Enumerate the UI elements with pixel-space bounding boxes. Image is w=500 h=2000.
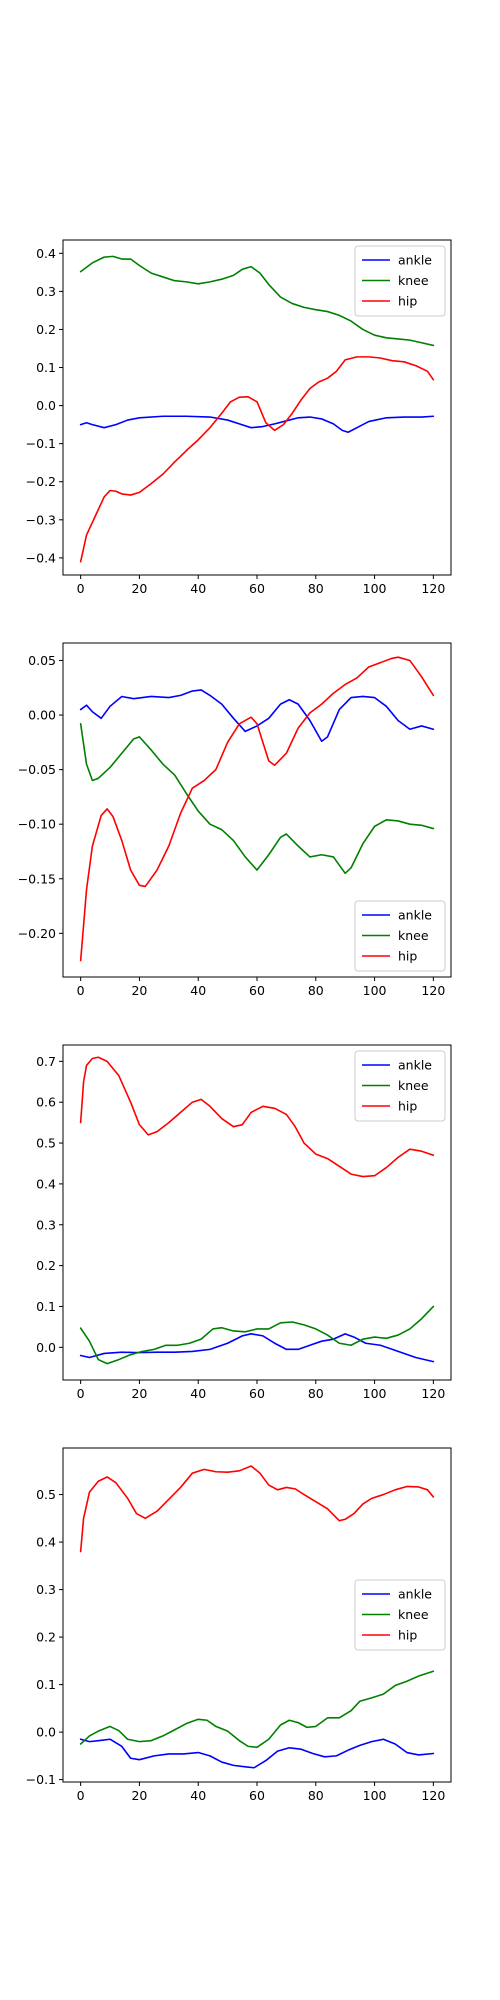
x-tick-label: 80 [308,983,324,998]
y-tick-label: 0.6 [36,1095,56,1110]
y-tick-label: 0.1 [36,1299,56,1314]
y-tick-label: −0.05 [18,762,56,777]
y-tick-label: 0.5 [36,1136,56,1151]
x-tick-label: 120 [421,1788,445,1803]
legend-label-ankle: ankle [398,1587,432,1602]
legend: ankle knee hip [354,1579,446,1651]
y-tick-label: 0.2 [36,322,56,337]
x-tick-label: 40 [190,1788,206,1803]
legend-label-ankle: ankle [398,908,432,923]
y-tick-label: 0.2 [36,1258,56,1273]
legend-box [354,1050,446,1122]
y-tick-label: 0.4 [36,246,56,261]
x-tick-label: 20 [131,1788,147,1803]
series-line-knee [79,1305,435,1365]
x-tick-label: 40 [190,1386,206,1401]
axes-frame [62,1447,452,1783]
subplot-1: 0 20 40 60 80 100 120 0.4 0.3 0.2 0.1 0.0 −0.1 −0.2 −0… [26,239,452,596]
x-tick-label: 20 [131,983,147,998]
y-tick-label: 0.4 [36,1176,56,1191]
y-tick-label: 0.7 [36,1054,56,1069]
x-tick-label: 60 [249,1788,265,1803]
legend: ankle knee hip [354,245,446,317]
series-line-hip [79,1056,435,1178]
series-line-ankle [79,1333,435,1363]
x-tick-label: 60 [249,983,265,998]
axes-frame [62,1044,452,1381]
x-tick-label: 80 [308,1386,324,1401]
x-tick-label: 120 [421,1386,445,1401]
y-tick-label: 0.0 [36,1340,56,1355]
y-tick-label: 0.00 [28,708,56,723]
subplots: 0 20 40 60 80 100 120 0.4 0.3 0.2 0.1 0.0 −0.1 −0.2 −0… [18,239,452,1803]
y-tick-label: −0.2 [26,474,56,489]
series-line-hip [79,656,435,962]
x-tick-label: 80 [308,1788,324,1803]
series-line-knee [79,722,435,875]
legend-label-knee: knee [398,1078,429,1093]
legend-label-hip: hip [398,949,417,964]
series-line-knee [79,1670,435,1749]
legend: ankle knee hip [354,900,446,972]
x-tick-label: 120 [421,983,445,998]
axes-frame [62,642,452,978]
subplot-3: 0 20 40 60 80 100 120 0.7 0.6 0.5 0.4 0.3 0.2 0.1 0.0 a… [36,1044,452,1401]
legend-label-ankle: ankle [398,253,432,268]
x-tick-label: 40 [190,581,206,596]
legend-box [354,900,446,972]
x-tick-label: 100 [363,1386,387,1401]
subplot-4: 0 20 40 60 80 100 120 0.5 0.4 0.3 0.2 0.1 0.0 −0.1 ank… [26,1447,452,1803]
series-line-hip [79,356,435,563]
y-tick-label: 0.3 [36,1217,56,1232]
y-tick-label: 0.1 [36,1677,56,1692]
x-tick-label: 100 [363,983,387,998]
series-line-knee [79,255,435,347]
legend-label-knee: knee [398,273,429,288]
y-tick-label: −0.1 [26,436,56,451]
y-tick-label: −0.10 [18,817,56,832]
y-tick-label: 0.0 [36,398,56,413]
axes-frame [62,239,452,576]
legend-label-knee: knee [398,928,429,943]
x-tick-label: 0 [77,1788,85,1803]
legend-label-hip: hip [398,1099,417,1114]
y-tick-label: 0.2 [36,1630,56,1645]
y-tick-label: −0.20 [18,926,56,941]
y-tick-label: −0.3 [26,512,56,527]
y-tick-label: −0.4 [26,550,56,565]
y-tick-label: 0.0 [36,1725,56,1740]
x-tick-label: 0 [77,983,85,998]
x-tick-label: 60 [249,581,265,596]
x-tick-label: 100 [363,581,387,596]
series-line-hip [79,1465,435,1553]
x-tick-label: 20 [131,581,147,596]
y-tick-label: 0.3 [36,1582,56,1597]
y-tick-label: 0.5 [36,1487,56,1502]
y-tick-label: −0.15 [18,871,56,886]
x-tick-label: 0 [77,581,85,596]
legend: ankle knee hip [354,1050,446,1122]
legend-label-knee: knee [398,1607,429,1622]
legend-label-ankle: ankle [398,1058,432,1073]
x-tick-label: 60 [249,1386,265,1401]
legend-label-hip: hip [398,294,417,309]
x-tick-label: 20 [131,1386,147,1401]
y-tick-label: 0.1 [36,360,56,375]
series-line-ankle [79,1738,435,1769]
x-tick-label: 40 [190,983,206,998]
legend-box [354,1579,446,1651]
x-tick-label: 80 [308,581,324,596]
y-tick-label: 0.3 [36,284,56,299]
x-tick-label: 120 [421,581,445,596]
y-tick-label: 0.05 [28,653,56,668]
y-tick-label: 0.4 [36,1535,56,1550]
x-tick-label: 0 [77,1386,85,1401]
y-tick-label: −0.1 [26,1772,56,1787]
x-tick-label: 100 [363,1788,387,1803]
subplot-2: 0 20 40 60 80 100 120 0.05 0.00 −0.05 −0.10 −0.15 −0… [18,642,452,998]
legend-label-hip: hip [398,1628,417,1643]
legend-box [354,245,446,317]
